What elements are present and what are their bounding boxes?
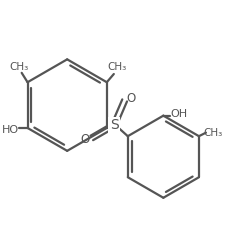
Text: CH₃: CH₃ [10, 62, 29, 72]
Text: S: S [110, 118, 119, 132]
Text: OH: OH [170, 110, 187, 119]
Text: CH₃: CH₃ [203, 128, 222, 138]
Text: CH₃: CH₃ [108, 62, 127, 72]
Text: O: O [81, 133, 90, 146]
Text: HO: HO [1, 125, 19, 135]
Text: O: O [126, 92, 136, 105]
